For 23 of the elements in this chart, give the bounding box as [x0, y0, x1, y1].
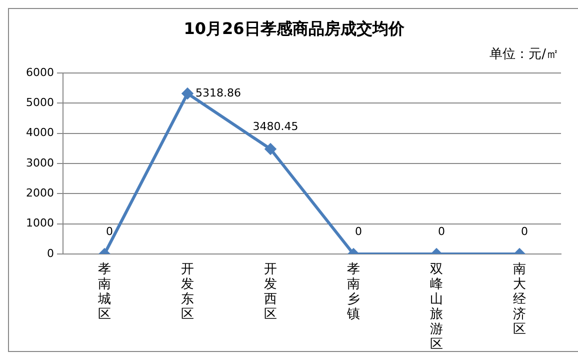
x-tick-label: 南大经济区: [512, 262, 527, 337]
data-label: 5318.86: [195, 86, 241, 100]
data-label: 0: [106, 224, 113, 238]
x-tick-label: 孝南城区: [96, 262, 112, 322]
y-tick-label: 6000: [26, 66, 54, 79]
x-tick-label: 开发西区: [262, 262, 278, 322]
point: [264, 144, 276, 155]
y-tick-label: 1000: [26, 216, 54, 230]
data-label: 0: [521, 224, 528, 238]
data-label: 0: [355, 224, 362, 238]
data-label: 3480.45: [252, 120, 298, 133]
y-tick-label: 3000: [26, 156, 54, 170]
x-tick-label: 开发东区: [180, 262, 195, 322]
data-label: 0: [438, 224, 445, 238]
y-tick-label: 4000: [26, 126, 54, 140]
y-tick-label: 2000: [26, 186, 54, 200]
point: [182, 88, 193, 100]
y-tick-label: 0: [46, 246, 54, 260]
x-tick-label: 双峰山旅游区: [428, 262, 444, 352]
text: 单位：元/㎡: [490, 46, 559, 63]
chart-title: 10月26日孝感商品房成交均价: [182, 19, 406, 40]
y-tick-label: 5000: [26, 96, 54, 110]
x-tick-label: 孝南乡镇: [346, 262, 361, 322]
